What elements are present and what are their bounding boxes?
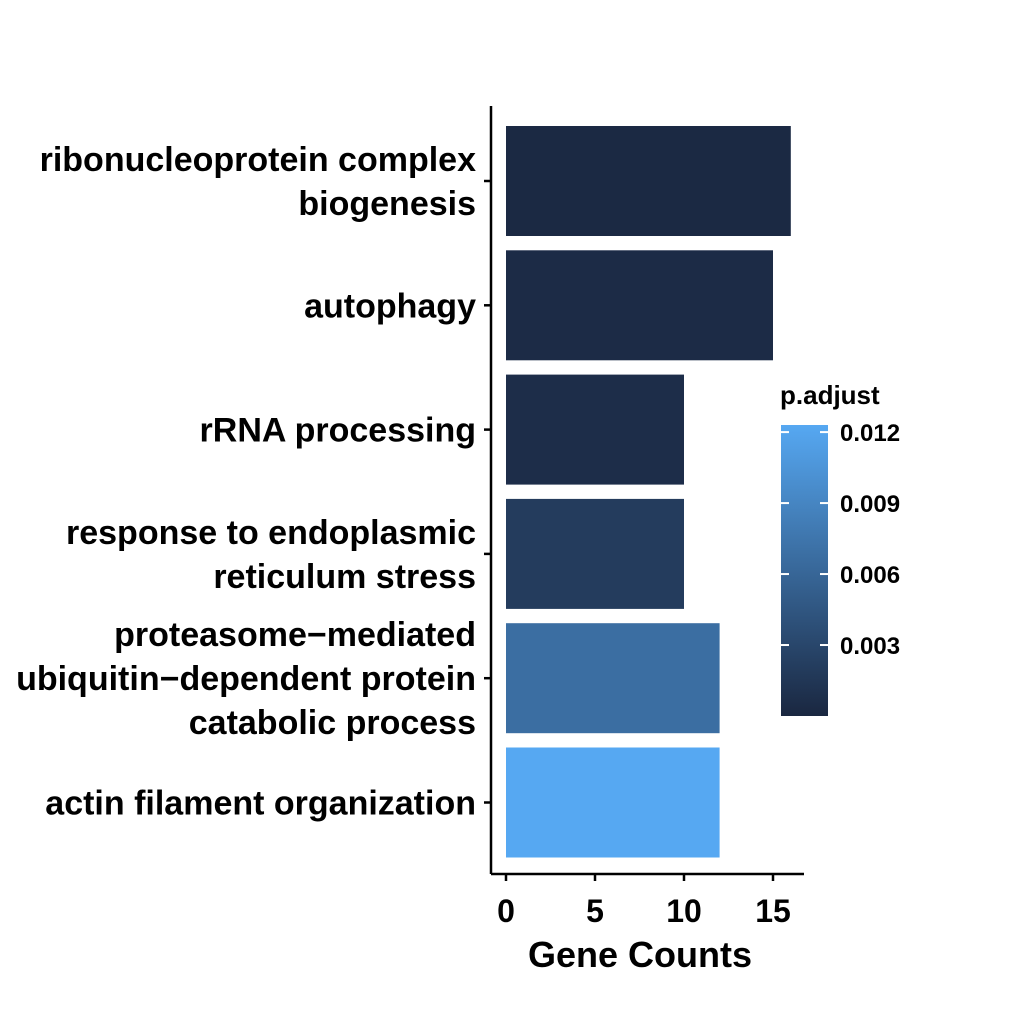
- x-tick-label: 15: [755, 893, 791, 929]
- legend-title: p.adjust: [780, 380, 880, 410]
- legend-ticks: 0.012 0.009 0.006 0.003: [781, 420, 900, 660]
- legend: p.adjust 0.012 0.009 0.006 0.003: [780, 380, 900, 716]
- category-label: ribonucleoprotein complex biogenesis: [40, 141, 476, 223]
- legend-tick-label: 0.012: [840, 420, 900, 447]
- bar: [506, 747, 720, 858]
- x-tick-label: 10: [666, 893, 702, 929]
- category-label: autophagy: [304, 287, 476, 325]
- legend-colorbar: [781, 425, 828, 716]
- category-label: actin filament organization: [45, 785, 476, 823]
- category-label: rRNA processing: [200, 412, 476, 450]
- legend-tick-label: 0.003: [840, 633, 900, 660]
- x-tick-label: 0: [497, 893, 515, 929]
- legend-tick-label: 0.006: [840, 562, 900, 589]
- category-label: proteasome−mediated ubiquitin−dependent p…: [16, 616, 476, 742]
- bar: [506, 374, 684, 485]
- x-ticks: 0 5 10 15: [497, 874, 791, 929]
- bar: [506, 250, 773, 361]
- x-tick-label: 5: [586, 893, 604, 929]
- x-axis-title: Gene Counts: [528, 934, 752, 975]
- bar: [506, 498, 684, 609]
- legend-tick-label: 0.009: [840, 491, 900, 518]
- bar: [506, 623, 720, 734]
- category-label: response to endoplasmic reticulum stress: [66, 514, 476, 596]
- category-labels: ribonucleoprotein complex biogenesis autop…: [16, 141, 491, 823]
- bars-layer: [506, 126, 791, 858]
- bar: [506, 126, 791, 236]
